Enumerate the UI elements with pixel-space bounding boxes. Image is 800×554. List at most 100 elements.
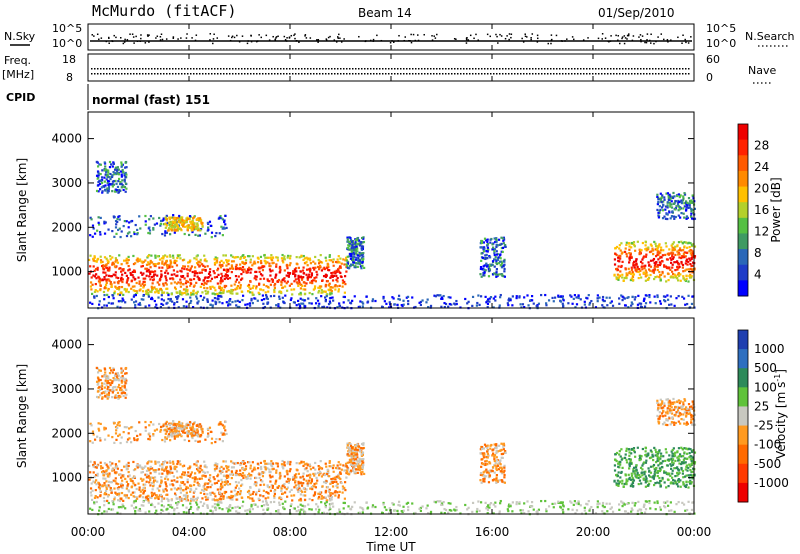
power-echo <box>692 208 695 212</box>
power-echo <box>650 250 653 253</box>
power-echo <box>150 297 153 301</box>
velocity-echo <box>97 486 101 489</box>
velocity-echo <box>196 469 200 472</box>
velocity-echo <box>183 483 186 486</box>
power-echo <box>626 274 629 277</box>
velocity-echo <box>224 479 227 482</box>
power-echo <box>358 239 361 242</box>
velocity-echo <box>97 427 100 430</box>
sky-dot <box>284 39 287 41</box>
power-echo <box>252 284 255 288</box>
power-echo <box>206 287 209 290</box>
velocity-echo <box>213 482 217 485</box>
power-echo <box>179 269 182 272</box>
power-echo <box>644 302 648 305</box>
power-echo <box>400 304 403 307</box>
velocity-echo <box>148 435 152 438</box>
power-echo <box>283 258 286 261</box>
power-echo <box>361 259 364 262</box>
velocity-echo <box>202 489 205 493</box>
velocity-echo <box>249 464 252 467</box>
power-echo <box>673 195 676 198</box>
velocity-echo <box>337 496 340 499</box>
sky-dot <box>681 42 683 44</box>
power-echo <box>500 261 504 265</box>
velocity-echo <box>186 481 189 484</box>
velocity-echo <box>166 469 169 473</box>
power-echo <box>188 226 191 229</box>
power-echo <box>594 306 598 309</box>
power-echo <box>94 282 97 286</box>
power-echo <box>647 277 650 281</box>
power-echo <box>673 248 676 251</box>
power-echo <box>663 264 666 267</box>
power-echo <box>247 290 250 293</box>
sky-dot <box>660 33 663 35</box>
power-echo <box>274 276 277 279</box>
power-echo <box>677 201 680 204</box>
sky-dot <box>135 35 137 38</box>
velocity-echo <box>220 482 223 486</box>
velocity-echo <box>113 422 116 425</box>
velocity-echo <box>125 440 129 444</box>
power-echo <box>197 260 200 263</box>
power-echo <box>374 299 377 303</box>
power-echo <box>317 286 320 289</box>
sky-dot <box>108 42 110 45</box>
freq-dot <box>652 68 654 70</box>
velocity-echo <box>142 466 145 469</box>
power-echo <box>486 298 490 301</box>
velocity-echo <box>133 475 136 478</box>
power-echo <box>173 229 176 232</box>
sky-dot <box>684 38 686 41</box>
power-echo <box>630 241 633 245</box>
velocity-echo <box>223 483 226 487</box>
velocity-echo <box>223 426 226 430</box>
nave-dot <box>379 73 381 75</box>
power-echo <box>159 219 163 223</box>
velocity-echo <box>169 467 173 470</box>
power-echo <box>152 263 155 266</box>
velocity-echo <box>197 433 200 436</box>
velocity-echo <box>115 429 118 432</box>
sky-dot <box>119 37 122 39</box>
power-echo <box>186 225 189 228</box>
power-echo <box>681 242 684 245</box>
velocity-echo <box>225 467 229 470</box>
power-echo <box>123 180 126 183</box>
power-echo <box>172 269 175 272</box>
power-echo <box>339 271 342 275</box>
velocity-echo <box>334 466 338 470</box>
velocity-echo <box>298 499 301 502</box>
velocity-echo <box>259 479 263 482</box>
velocity-echo <box>327 494 330 497</box>
velocity-echo <box>239 463 242 467</box>
power-echo <box>214 289 217 292</box>
power-echo <box>301 298 304 301</box>
power-echo <box>302 281 305 284</box>
power-echo <box>485 249 488 253</box>
freq-dot <box>673 68 675 70</box>
velocity-echo <box>94 465 97 469</box>
power-echo <box>220 272 223 275</box>
power-echo <box>174 261 177 265</box>
velocity-echo <box>113 498 116 501</box>
power-echo <box>209 279 212 283</box>
power-echo <box>619 249 622 252</box>
power-echo <box>117 228 120 232</box>
power-echo <box>257 283 261 286</box>
power-echo <box>169 299 172 302</box>
velocity-echo <box>185 499 188 502</box>
power-echo <box>679 206 682 209</box>
power-echo <box>225 261 229 264</box>
nave-dot <box>616 73 618 75</box>
freq-dot <box>358 68 360 70</box>
power-echo <box>351 240 354 243</box>
power-echo <box>690 201 694 204</box>
power-echo <box>491 243 494 246</box>
sky-dot <box>238 40 241 43</box>
power-echo <box>251 264 254 267</box>
velocity-echo <box>234 494 237 497</box>
power-echo <box>483 246 486 249</box>
power-echo <box>280 283 283 287</box>
